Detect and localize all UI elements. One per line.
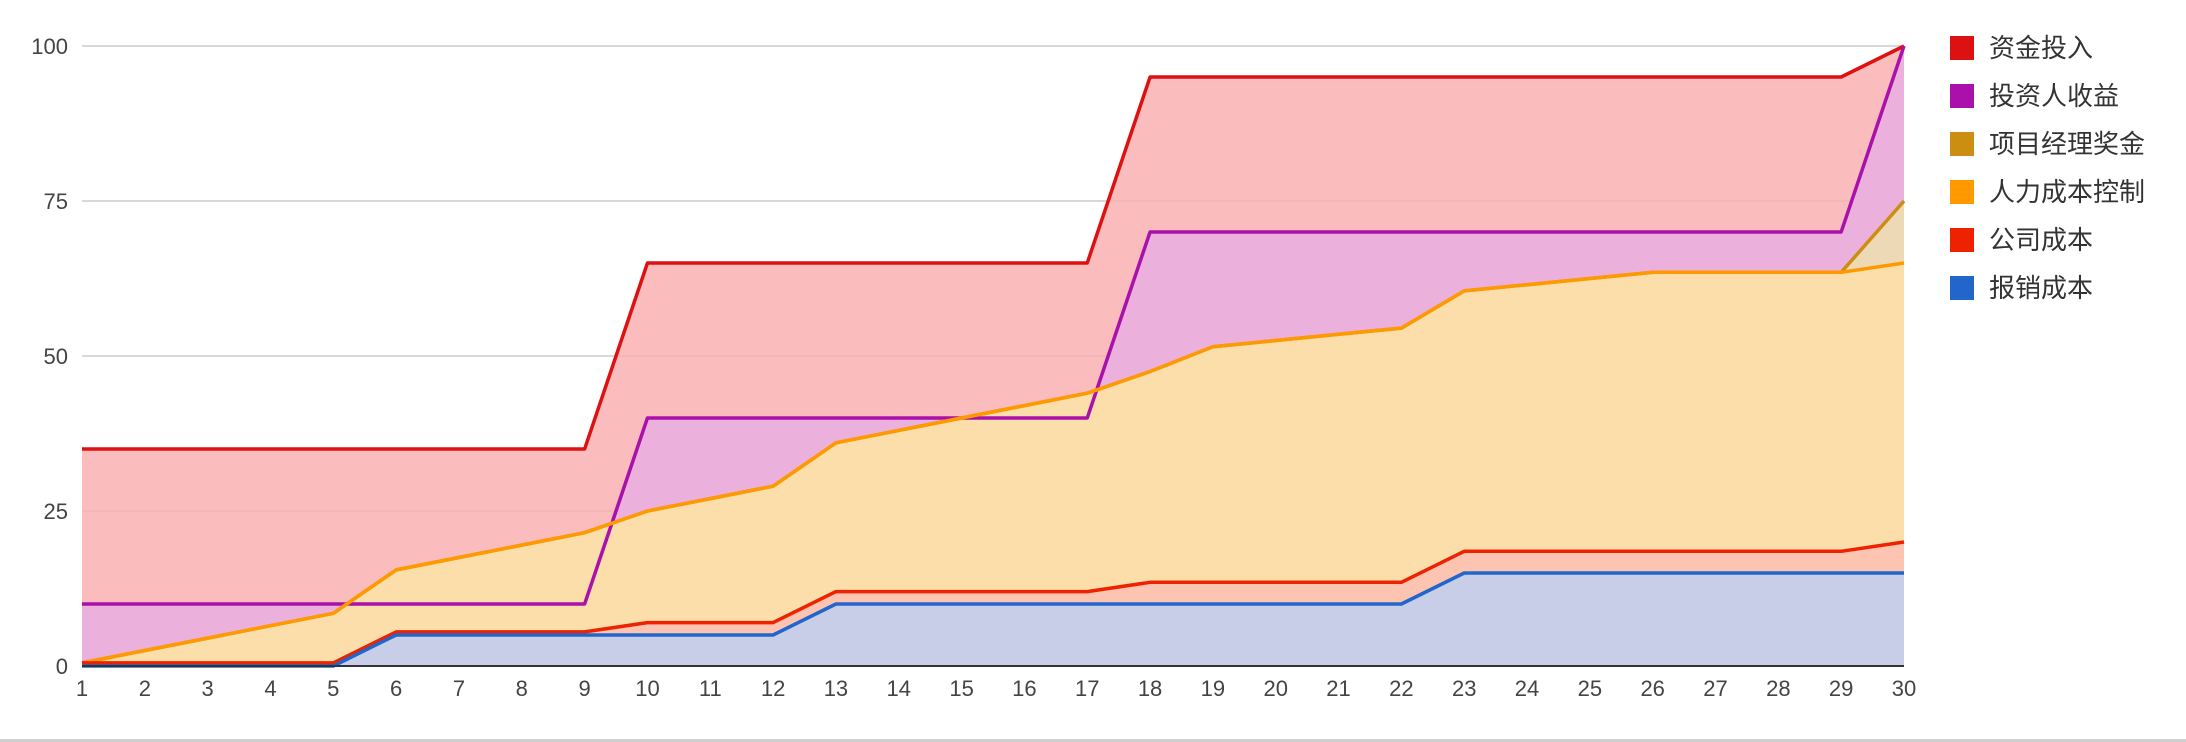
x-tick-label: 1 — [76, 676, 88, 701]
legend-label: 项目经理奖金 — [1989, 129, 2145, 159]
x-tick-label: 16 — [1012, 676, 1036, 701]
legend-label: 公司成本 — [1989, 225, 2093, 255]
y-tick-label: 50 — [44, 344, 68, 369]
series-line — [82, 571, 1904, 668]
legend-swatch — [1950, 36, 1974, 60]
y-tick-label: 100 — [31, 34, 68, 59]
legend-swatch — [1950, 180, 1974, 204]
x-tick-label: 13 — [824, 676, 848, 701]
x-tick-label: 28 — [1766, 676, 1790, 701]
x-tick-label: 26 — [1640, 676, 1664, 701]
x-tick-label: 10 — [635, 676, 659, 701]
legend-label: 资金投入 — [1989, 33, 2093, 63]
x-tick-label: 9 — [578, 676, 590, 701]
bottom-border — [0, 739, 2186, 742]
x-tick-label: 11 — [699, 676, 722, 701]
x-tick-label: 15 — [949, 676, 973, 701]
x-tick-label: 2 — [139, 676, 151, 701]
x-tick-label: 6 — [390, 676, 402, 701]
x-tick-label: 20 — [1263, 676, 1287, 701]
legend-swatch — [1950, 132, 1974, 156]
area-fills — [82, 46, 1904, 666]
x-tick-label: 27 — [1703, 676, 1727, 701]
x-tick-label: 24 — [1515, 676, 1539, 701]
y-tick-label: 25 — [44, 499, 68, 524]
x-tick-label: 4 — [264, 676, 276, 701]
series-lines — [81, 44, 1906, 668]
x-tick-label: 25 — [1578, 676, 1602, 701]
area-fill — [82, 573, 1904, 666]
series-line — [82, 540, 1905, 665]
x-tick-label: 7 — [453, 676, 465, 701]
x-tick-label: 19 — [1201, 676, 1225, 701]
legend-label: 人力成本控制 — [1989, 177, 2145, 207]
x-tick-label: 23 — [1452, 676, 1476, 701]
series-line — [81, 261, 1905, 665]
legend-label: 报销成本 — [1989, 273, 2093, 303]
x-tick-label: 8 — [516, 676, 528, 701]
series-line — [82, 45, 1906, 606]
x-tick-label: 18 — [1138, 676, 1162, 701]
x-tick-label: 17 — [1075, 676, 1099, 701]
legend-swatch — [1950, 84, 1974, 108]
legend-swatch — [1950, 228, 1974, 252]
y-tick-label: 0 — [56, 654, 68, 679]
legend-swatch — [1950, 276, 1974, 300]
x-tick-label: 14 — [887, 676, 911, 701]
x-tick-label: 3 — [202, 676, 214, 701]
y-tick-label: 75 — [44, 189, 68, 214]
x-tick-label: 22 — [1389, 676, 1413, 701]
series-line — [82, 44, 1905, 451]
legend-label: 投资人收益 — [1989, 81, 2119, 111]
x-tick-label: 30 — [1892, 676, 1916, 701]
x-tick-label: 5 — [327, 676, 339, 701]
x-tick-label: 12 — [761, 676, 785, 701]
x-tick-label: 21 — [1326, 676, 1350, 701]
x-tick-label: 29 — [1829, 676, 1853, 701]
